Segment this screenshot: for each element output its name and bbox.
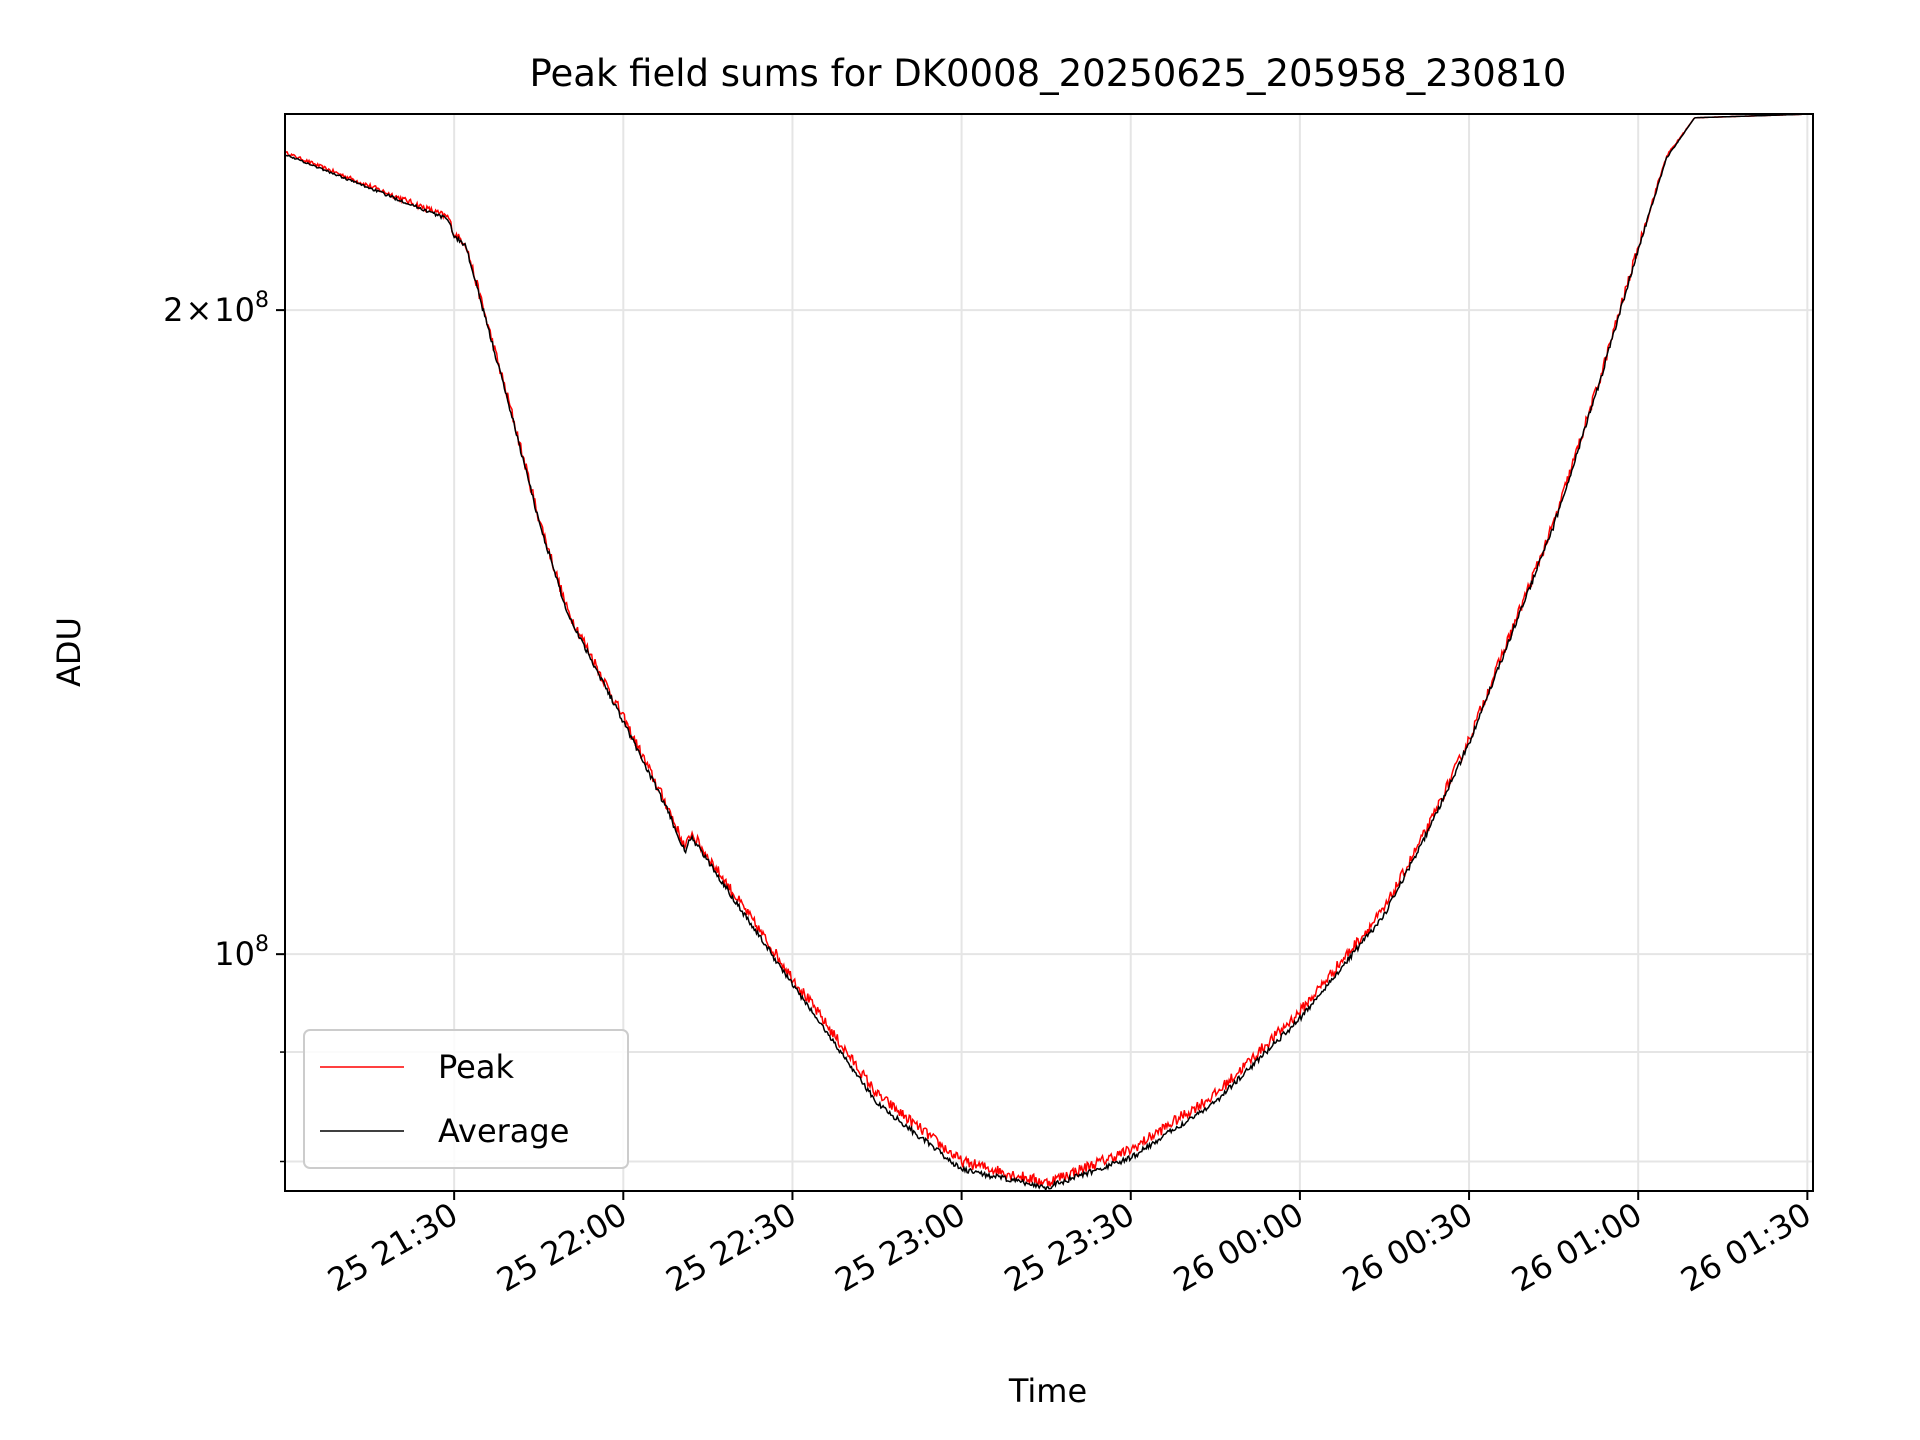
x-axis-label: Time [1008, 1372, 1087, 1410]
series-layer [285, 114, 1813, 1191]
y-tick-label-part: 2 [163, 291, 183, 329]
chart-title: Peak field sums for DK0008_20250625_2059… [530, 52, 1567, 95]
y-tick-label-part: 8 [255, 932, 269, 957]
y-tick-label: 108 [214, 932, 269, 973]
grid [285, 114, 1813, 1191]
series-line-average [285, 114, 1813, 1191]
legend: Peak Average [303, 1029, 629, 1169]
legend-box [303, 1029, 629, 1169]
y-tick-label-part: 8 [255, 288, 269, 313]
legend-label-average: Average [438, 1112, 569, 1150]
y-tick-label: 2×108 [163, 288, 269, 329]
y-axis-label: ADU [50, 617, 88, 687]
y-tick-label-part: 10 [214, 291, 255, 329]
plot-frame [284, 113, 1814, 1192]
y-tick-label-part: × [185, 291, 212, 329]
y-tick-label-part: 10 [214, 935, 255, 973]
legend-label-peak: Peak [438, 1048, 514, 1086]
